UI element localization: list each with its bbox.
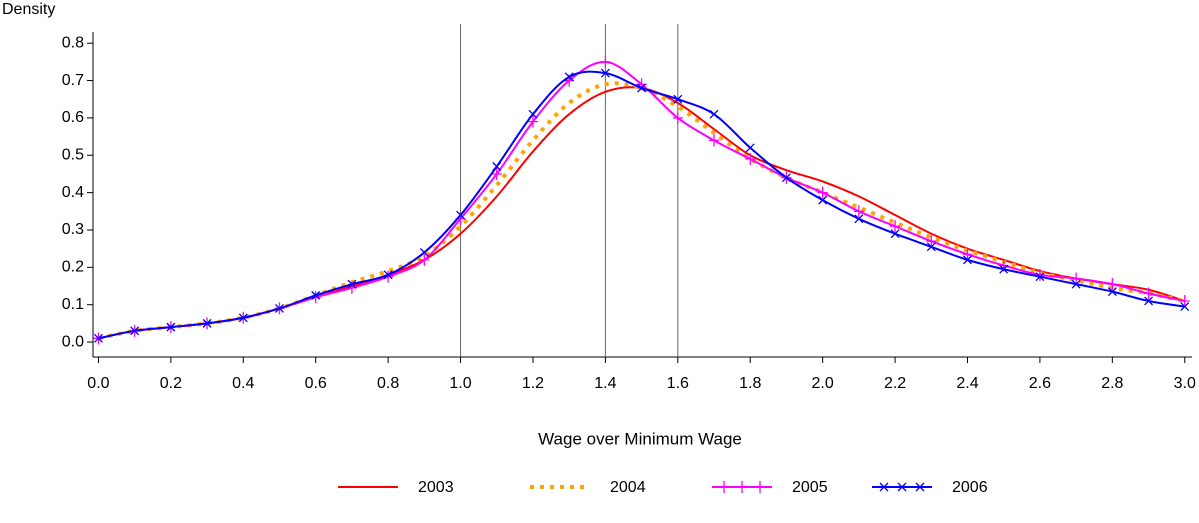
y-tick-label: 0.6 [62,109,84,126]
point-marker [999,264,1009,274]
point-marker [926,235,937,248]
legend-marker [879,482,889,492]
point-marker [456,210,465,220]
point-marker [1071,279,1081,289]
point-marker [600,55,611,68]
point-marker [962,248,973,261]
point-marker [347,279,357,289]
legend-label: 2003 [418,479,454,496]
point-marker [817,186,828,199]
point-marker [709,134,720,147]
x-tick-label: 1.8 [739,375,761,392]
x-tick-label: 2.8 [1101,375,1123,392]
legend-marker [719,481,729,493]
legend-marker [755,481,765,493]
point-marker [564,72,574,82]
x-tick-label: 1.4 [594,375,616,392]
legend-label: 2004 [610,479,646,496]
point-marker [963,255,972,265]
point-marker [1107,278,1118,291]
point-marker [781,173,791,183]
point-marker [419,253,430,266]
series-line [98,70,1185,340]
y-tick-label: 0.8 [62,34,84,51]
x-tick-label: 3.0 [1174,375,1196,392]
point-marker [600,68,610,78]
point-marker [890,220,901,233]
y-tick-label: 0.4 [62,184,84,201]
point-marker [1071,272,1082,285]
legend-marker [737,481,747,493]
point-marker [854,214,864,224]
point-marker [1144,296,1154,306]
x-tick-label: 0.8 [377,375,399,392]
point-marker [528,109,538,119]
point-marker [926,242,936,252]
point-marker [1180,302,1190,312]
x-tick-label: 2.0 [812,375,834,392]
legend-label: 2006 [952,479,988,496]
y-tick-label: 0.0 [62,333,84,350]
y-tick-label: 0.1 [62,296,84,313]
point-marker [853,205,864,218]
point-marker [745,153,756,166]
y-tick-label: 0.3 [62,221,84,238]
point-marker [311,290,321,300]
point-marker [166,322,176,332]
legend-marker [915,482,925,492]
point-marker [818,195,828,205]
series-line [98,86,1186,340]
point-marker [672,111,683,124]
x-tick-label: 0.4 [232,375,254,392]
x-tick-label: 1.6 [667,375,689,392]
point-marker [383,270,393,280]
point-marker [527,115,538,128]
point-marker [491,167,502,180]
x-tick-label: 0.0 [87,375,109,392]
point-marker [1035,272,1045,282]
point-marker [1179,294,1190,307]
legend-marker [897,482,907,492]
point-marker [1034,268,1045,281]
point-marker [275,303,284,313]
legend-label: 2005 [792,479,828,496]
series-line [98,60,1185,340]
point-marker [492,162,502,171]
y-tick-label: 0.2 [62,259,84,276]
x-tick-label: 0.2 [160,375,182,392]
point-marker [890,229,900,239]
point-marker [238,313,248,323]
point-marker [202,318,212,328]
x-tick-label: 2.4 [956,375,978,392]
point-marker [745,143,755,153]
point-marker [130,326,140,336]
x-tick-label: 2.6 [1029,375,1051,392]
y-tick-label: 0.5 [62,146,84,163]
series-line [98,81,1186,341]
point-marker [1143,287,1154,300]
x-axis-label: Wage over Minimum Wage [538,429,742,448]
y-tick-label: 0.7 [62,72,84,89]
point-marker [1107,287,1117,297]
point-marker [673,94,683,104]
point-marker [637,83,647,93]
point-marker [419,247,429,257]
x-tick-label: 2.2 [884,375,906,392]
x-tick-label: 0.6 [305,375,327,392]
y-axis-label: Density [2,1,55,18]
x-tick-label: 1.0 [449,375,471,392]
point-marker [93,333,103,343]
point-marker [709,109,719,119]
x-tick-label: 1.2 [522,375,544,392]
